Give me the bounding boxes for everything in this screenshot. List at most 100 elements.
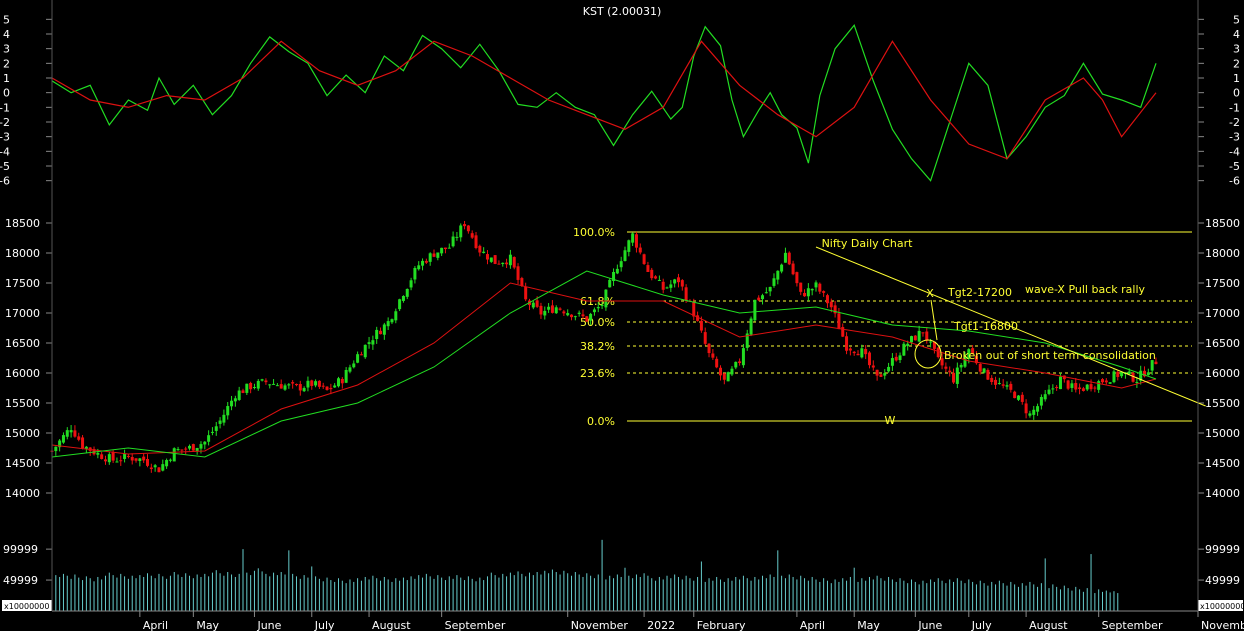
candle-body	[432, 253, 436, 257]
candle-body	[997, 383, 1001, 385]
candle-body	[188, 445, 192, 449]
candle-body	[191, 444, 195, 451]
candle-body	[149, 467, 153, 470]
candle-body	[753, 299, 757, 321]
candle-body	[772, 278, 776, 286]
candle-body	[348, 367, 352, 372]
candle-body	[199, 444, 203, 449]
candle-body	[741, 348, 745, 366]
candle-body	[428, 253, 432, 262]
candle-body	[676, 277, 680, 283]
candle-body	[237, 390, 241, 400]
candle-body	[459, 225, 463, 238]
candle-body	[405, 288, 409, 297]
candle-body	[898, 355, 902, 361]
annotation-w: W	[885, 414, 896, 427]
candle-body	[417, 265, 421, 270]
candle-body	[100, 454, 104, 459]
price-tick-label: 16000	[5, 367, 40, 380]
scale-label-right: x10000000	[1200, 602, 1244, 611]
candle-body	[875, 369, 879, 376]
price-tick-label: 18000	[5, 247, 40, 260]
price-tick-label: 18500	[1205, 217, 1240, 230]
candle-body	[398, 299, 402, 310]
volume-bars	[51, 539, 1119, 611]
candle-body	[570, 314, 574, 318]
candle-body	[978, 363, 982, 372]
kst-tick-label: -6	[0, 175, 10, 188]
candle-body	[421, 260, 425, 266]
kst-tick-label: 2	[1233, 57, 1240, 70]
kst-tick-label: 3	[1233, 43, 1240, 56]
candle-body	[654, 276, 658, 279]
candle-body	[123, 453, 127, 459]
candle-body	[722, 373, 726, 380]
candle-body	[803, 292, 807, 297]
kst-tick-label: 0	[3, 87, 10, 100]
candle-body	[1028, 413, 1032, 416]
candle-body	[1016, 395, 1020, 400]
candle-body	[696, 315, 700, 321]
candle-body	[1024, 403, 1028, 414]
candle-body	[619, 261, 623, 268]
x-tick-label: September	[445, 619, 506, 631]
candle-body	[833, 305, 837, 314]
volume-y-axis-left: 99999 49999	[3, 543, 52, 587]
price-y-axis-left: 18500 18000 17500 17000 16500 16000 15500 15000…	[5, 217, 52, 500]
scale-box-right	[1198, 600, 1243, 611]
candle-body	[401, 296, 405, 301]
candle-body	[103, 459, 107, 462]
candle-body	[115, 461, 119, 463]
candle-body	[1062, 375, 1066, 380]
candle-body	[58, 440, 62, 448]
candle-body	[119, 460, 123, 462]
candle-body	[615, 268, 619, 274]
fib-level-label: 23.6%	[580, 367, 615, 380]
kst-tick-label: 2	[3, 57, 10, 70]
x-tick-label: April	[143, 619, 168, 631]
candle-body	[974, 355, 978, 364]
kst-label: KST (2.00031)	[583, 5, 661, 18]
candle-body	[1036, 406, 1040, 412]
candle-body	[1154, 361, 1158, 365]
candle-body	[176, 449, 180, 451]
kst-tick-label: -2	[1229, 116, 1240, 129]
volume-y-axis-right: 99999 49999	[1198, 543, 1240, 587]
candle-body	[195, 448, 199, 452]
candle-body	[314, 381, 318, 386]
x-tick-label: August	[372, 619, 411, 631]
price-tick-label: 15000	[5, 427, 40, 440]
candle-body	[638, 247, 642, 253]
fib-level-label: 38.2%	[580, 340, 615, 353]
price-tick-label: 16000	[1205, 367, 1240, 380]
candle-body	[799, 282, 803, 292]
candle-body	[382, 324, 386, 335]
scale-box-left	[2, 600, 52, 611]
candle-body	[443, 247, 447, 250]
candle-body	[1120, 371, 1124, 377]
volume-tick-label: 99999	[1205, 543, 1240, 556]
candle-body	[482, 251, 486, 253]
kst-series-line	[51, 40, 1157, 160]
candle-body	[252, 387, 256, 389]
candle-body	[948, 370, 952, 373]
candle-body	[955, 367, 959, 384]
candle-body	[1055, 386, 1059, 388]
x-tick-label: June	[256, 619, 281, 631]
candle-body	[1043, 394, 1047, 400]
candle-body	[890, 358, 894, 366]
candle-body	[822, 291, 826, 293]
candle-body	[436, 252, 440, 258]
kst-tick-label: -3	[0, 131, 10, 144]
candle-body	[604, 289, 608, 308]
price-tick-label: 14500	[5, 457, 40, 470]
candle-body	[272, 383, 276, 385]
candle-body	[829, 301, 833, 308]
candle-body	[856, 353, 860, 356]
candle-body	[77, 436, 81, 440]
candle-body	[1078, 387, 1082, 389]
kst-tick-label: -2	[0, 116, 10, 129]
candle-body	[761, 295, 765, 300]
candle-body	[921, 332, 925, 334]
